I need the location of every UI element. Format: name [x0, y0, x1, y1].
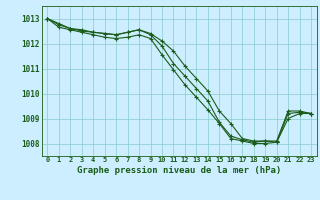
X-axis label: Graphe pression niveau de la mer (hPa): Graphe pression niveau de la mer (hPa): [77, 166, 281, 175]
